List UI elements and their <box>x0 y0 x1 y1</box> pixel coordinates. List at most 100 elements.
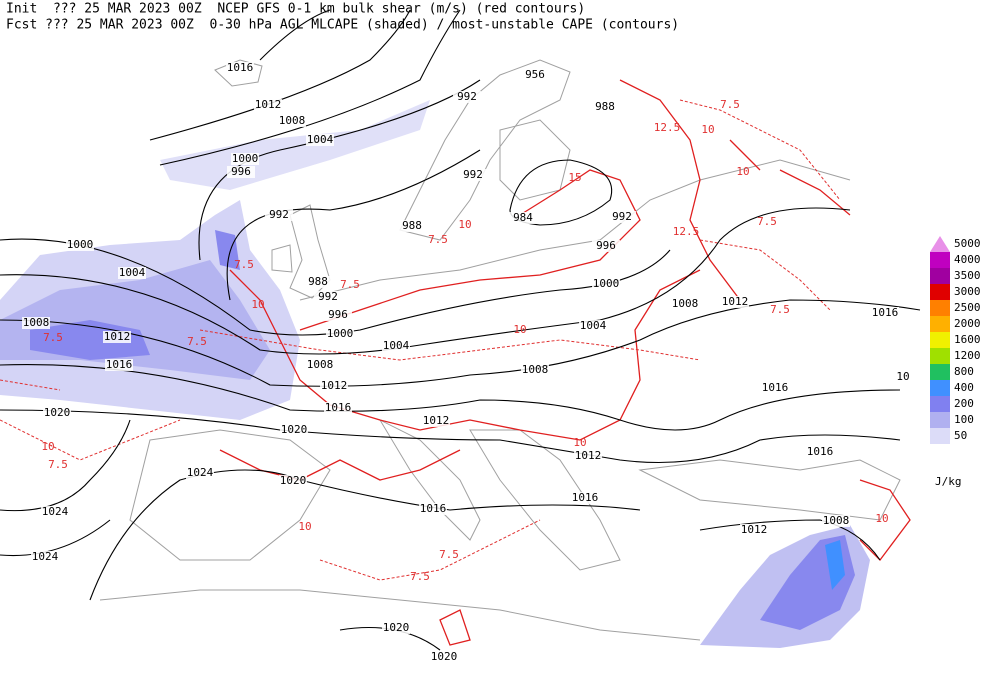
shear-label: 10 <box>573 436 586 449</box>
label-bg <box>324 402 352 414</box>
label-bg <box>314 291 342 303</box>
label-bg <box>761 382 789 394</box>
label-bg <box>889 371 917 383</box>
isobar-label: 1004 <box>119 266 146 279</box>
shear-label: 7.5 <box>428 233 448 246</box>
isobar-label: 1004 <box>383 339 410 352</box>
label-bg <box>592 240 620 252</box>
legend-swatch <box>930 412 950 428</box>
isobar-label: 1024 <box>42 505 69 518</box>
legend-label: 3500 <box>954 269 981 282</box>
header-line: Fcst ??? 25 MAR 2023 00Z 0-30 hPa AGL ML… <box>6 18 679 33</box>
label-bg <box>521 69 549 81</box>
isobar-label: 988 <box>595 100 615 113</box>
isobar-label: 1008 <box>307 358 334 371</box>
label-bg <box>280 424 308 436</box>
shear-label: 10 <box>736 165 749 178</box>
shear-label: 10 <box>251 298 264 311</box>
shear-label: 7.5 <box>410 570 430 583</box>
legend-label: 50 <box>954 429 967 442</box>
legend: J/kg 5000 4000 3500 3000 2500 2000 1600 1200 800… <box>930 236 981 488</box>
isobar-label: 1016 <box>762 381 789 394</box>
isobar-label: 992 <box>318 290 338 303</box>
legend-label: 5000 <box>954 237 981 250</box>
label-bg <box>822 515 850 527</box>
isobar-label: 1012 <box>575 449 602 462</box>
isobar-label: 988 <box>402 219 422 232</box>
legend-swatch <box>930 396 950 412</box>
isobar-label: 992 <box>612 210 632 223</box>
header-line: Init ??? 25 MAR 2023 00Z NCEP GFS 0-1 km… <box>6 2 585 17</box>
isobar-label: 1016 <box>872 306 899 319</box>
label-bg <box>382 622 410 634</box>
legend-swatch <box>930 268 950 284</box>
label-bg <box>320 380 348 392</box>
label-bg <box>571 492 599 504</box>
label-bg <box>105 359 133 371</box>
legend-label: 3000 <box>954 285 981 298</box>
legend-label: 400 <box>954 381 974 394</box>
isobar-label: 1012 <box>423 414 450 427</box>
isobar-label: 1000 <box>232 152 259 165</box>
legend-label: 1600 <box>954 333 981 346</box>
shear-label: 12.5 <box>654 121 681 134</box>
legend-label: 200 <box>954 397 974 410</box>
legend-swatch <box>930 364 950 380</box>
legend-label: 1200 <box>954 349 981 362</box>
label-bg <box>226 62 254 74</box>
isobar-label: 1004 <box>580 319 607 332</box>
shear-label: 12.5 <box>673 225 700 238</box>
isobar-label: 996 <box>328 308 348 321</box>
label-bg <box>398 220 426 232</box>
isobar-label: 956 <box>525 68 545 81</box>
label-bg <box>31 551 59 563</box>
isobar-label: 1004 <box>307 133 334 146</box>
isobar-label: 1008 <box>672 297 699 310</box>
isobar-label: 1008 <box>823 514 850 527</box>
label-bg <box>103 331 131 343</box>
shear-label: 7.5 <box>48 458 68 471</box>
label-bg <box>459 169 487 181</box>
label-bg <box>422 415 450 427</box>
legend-label: 2000 <box>954 317 981 330</box>
isobar-label: 984 <box>513 211 533 224</box>
legend-label: 2500 <box>954 301 981 314</box>
isobar-label: 992 <box>269 208 289 221</box>
label-bg <box>721 296 749 308</box>
legend-swatch <box>930 316 950 332</box>
label-bg <box>521 364 549 376</box>
isobar-label: 996 <box>231 165 251 178</box>
shear-label: 7.5 <box>340 278 360 291</box>
shear-label: 10 <box>298 520 311 533</box>
label-bg <box>231 153 259 165</box>
shear-label: 7.5 <box>187 335 207 348</box>
label-bg <box>265 209 293 221</box>
shear-label: 10 <box>41 440 54 453</box>
label-bg <box>592 278 620 290</box>
legend-label: 4000 <box>954 253 981 266</box>
isobar-label: 1012 <box>255 98 282 111</box>
isobar-label: 10 <box>896 370 909 383</box>
label-bg <box>419 503 447 515</box>
isobar-label: 992 <box>463 168 483 181</box>
label-bg <box>740 524 768 536</box>
shear-label: 7.5 <box>757 215 777 228</box>
label-bg <box>430 651 458 663</box>
isobar-label: 1024 <box>32 550 59 563</box>
isobar-label: 1016 <box>227 61 254 74</box>
isobar-label: 1024 <box>187 466 214 479</box>
isobar-label: 1008 <box>522 363 549 376</box>
label-bg <box>591 101 619 113</box>
label-bg <box>278 115 306 127</box>
cape-shading <box>0 100 870 648</box>
legend-swatch <box>930 252 950 268</box>
isobar-label: 1016 <box>420 502 447 515</box>
isobar-label: 1020 <box>44 406 71 419</box>
shear-label: 7.5 <box>234 258 254 271</box>
label-bg <box>304 276 332 288</box>
legend-swatch <box>930 300 950 316</box>
isobar-label: 1000 <box>67 238 94 251</box>
shear-label: 10 <box>513 323 526 336</box>
label-bg <box>306 359 334 371</box>
